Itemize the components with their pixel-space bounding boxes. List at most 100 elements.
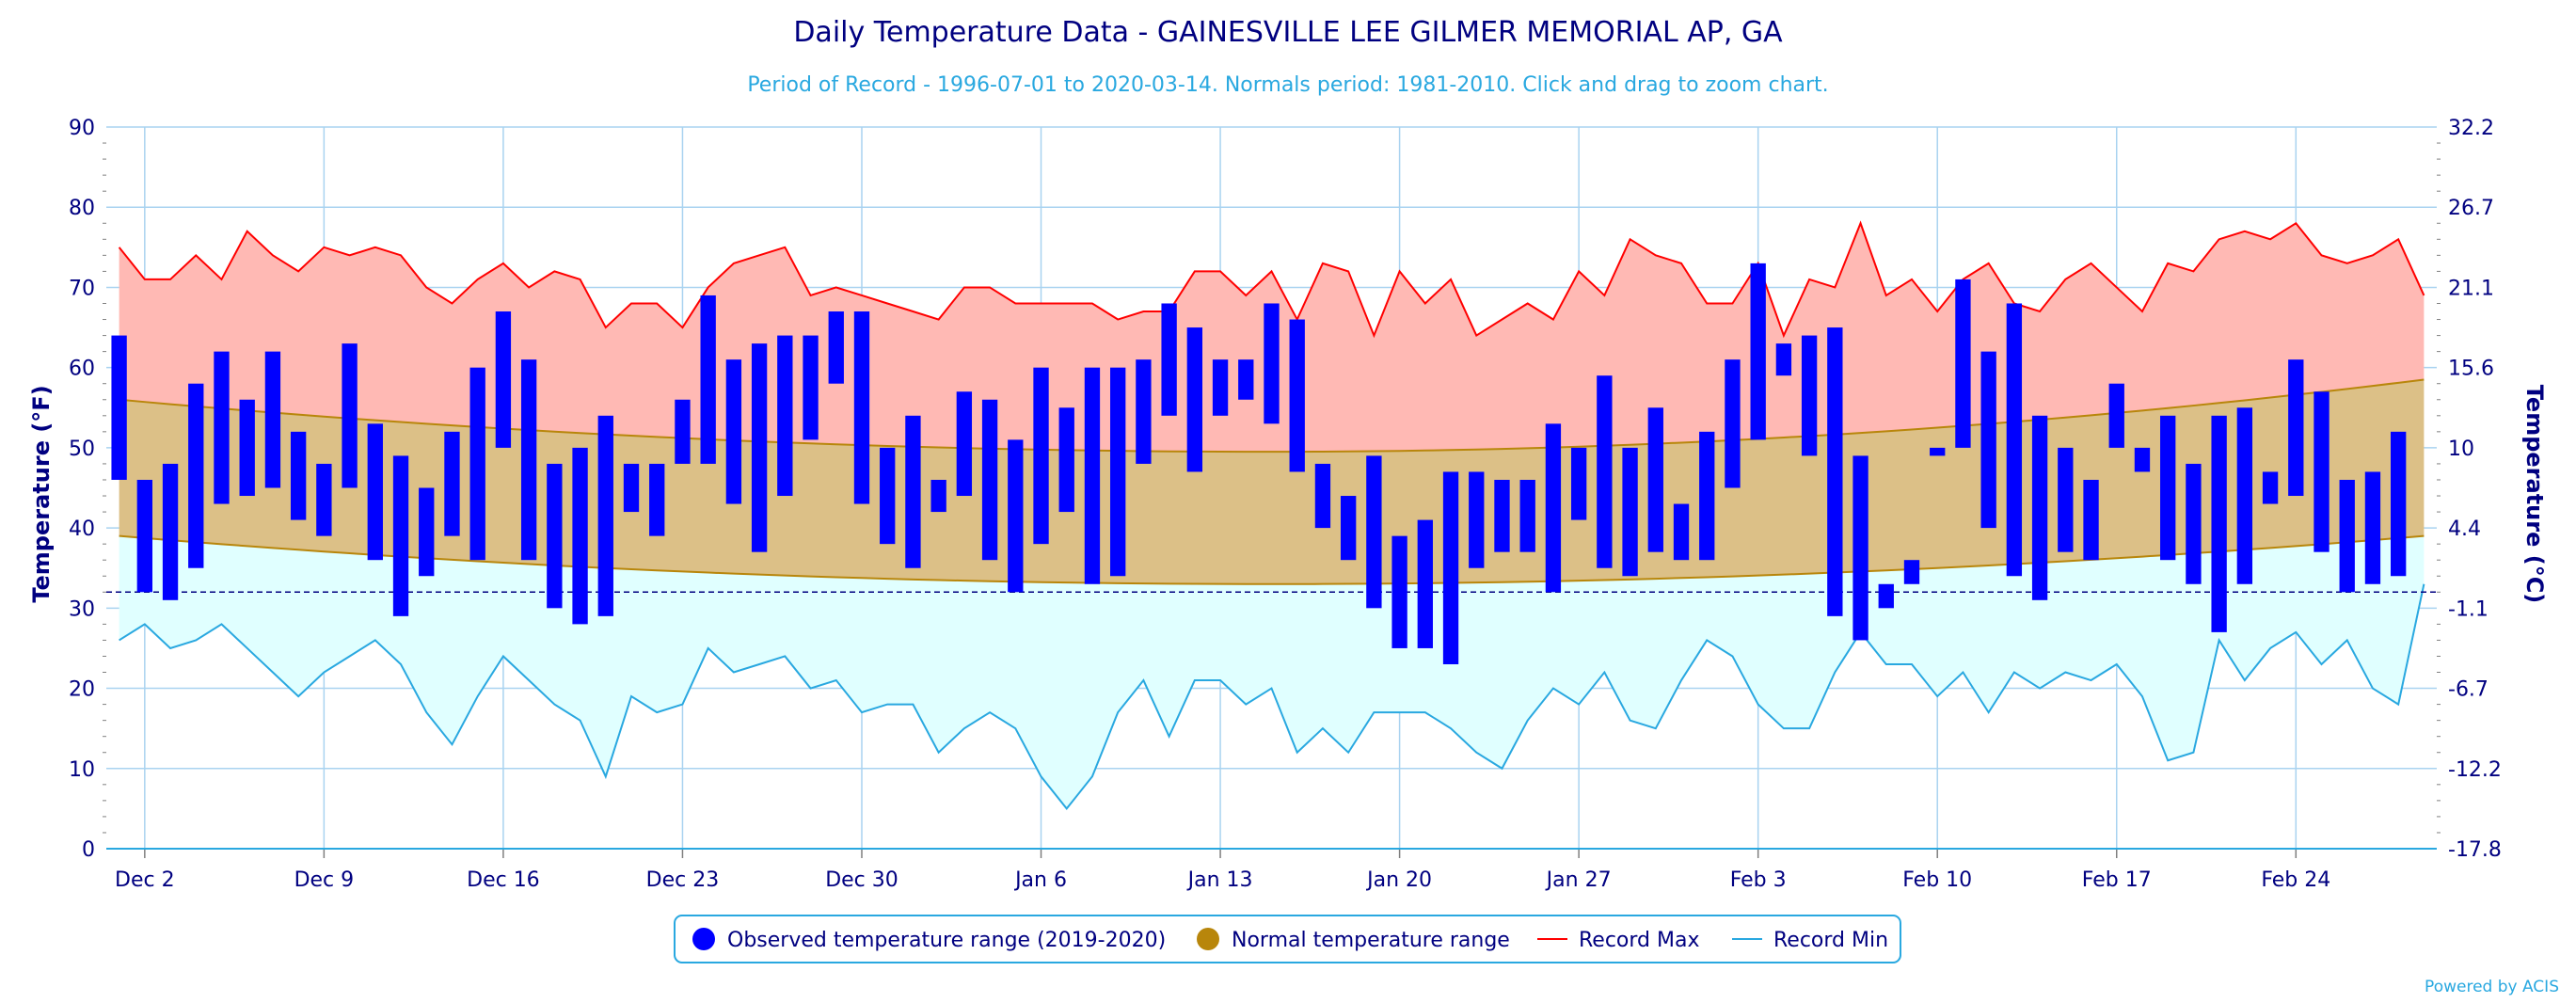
observed-bar[interactable] bbox=[2134, 447, 2151, 472]
observed-bar[interactable] bbox=[2083, 479, 2099, 561]
observed-bar[interactable] bbox=[803, 335, 819, 440]
observed-bar[interactable] bbox=[290, 431, 307, 520]
observed-bar[interactable] bbox=[1264, 303, 1280, 424]
observed-bar[interactable] bbox=[419, 487, 435, 577]
observed-bar[interactable] bbox=[1136, 359, 1152, 464]
observed-bar[interactable] bbox=[1725, 359, 1741, 488]
observed-bar[interactable] bbox=[1442, 471, 1459, 664]
observed-bar[interactable] bbox=[1570, 447, 1587, 520]
observed-bar[interactable] bbox=[520, 359, 537, 561]
observed-bar[interactable] bbox=[1212, 359, 1229, 416]
x-tick-label: Feb 3 bbox=[1730, 868, 1787, 892]
observed-bar[interactable] bbox=[1186, 327, 1203, 472]
observed-bar[interactable] bbox=[342, 343, 358, 488]
observed-bar[interactable] bbox=[111, 335, 127, 480]
legend-record-min-label: Record Min bbox=[1773, 929, 1888, 952]
observed-bar[interactable] bbox=[828, 311, 844, 384]
observed-bar[interactable] bbox=[239, 399, 255, 497]
observed-bar[interactable] bbox=[1110, 367, 1126, 577]
observed-bar[interactable] bbox=[1673, 503, 1690, 561]
observed-bar[interactable] bbox=[1930, 447, 1946, 456]
observed-bar[interactable] bbox=[1314, 463, 1331, 529]
observed-bar[interactable] bbox=[572, 447, 588, 625]
observed-bar[interactable] bbox=[981, 399, 998, 561]
observed-bar[interactable] bbox=[1699, 431, 1715, 561]
observed-bar[interactable] bbox=[1238, 359, 1254, 400]
legend-item-normal[interactable]: Normal temperature range bbox=[1197, 928, 1510, 952]
observed-bar[interactable] bbox=[700, 295, 716, 464]
observed-bar[interactable] bbox=[2236, 407, 2253, 584]
observed-bar[interactable] bbox=[1597, 375, 1613, 568]
observed-bar[interactable] bbox=[2006, 303, 2023, 577]
legend-item-record-min[interactable]: Record Min bbox=[1732, 929, 1888, 952]
observed-bar[interactable] bbox=[2186, 463, 2202, 584]
legend-item-record-max[interactable]: Record Max bbox=[1537, 929, 1700, 952]
observed-bar[interactable] bbox=[1289, 319, 1305, 472]
observed-bar[interactable] bbox=[1469, 471, 1485, 568]
observed-bar[interactable] bbox=[392, 455, 409, 616]
observed-bar[interactable] bbox=[2031, 415, 2048, 600]
observed-bar[interactable] bbox=[1903, 560, 1920, 584]
observed-bar[interactable] bbox=[1008, 439, 1024, 593]
observed-bar[interactable] bbox=[1750, 263, 1766, 440]
observed-bar[interactable] bbox=[162, 463, 179, 600]
observed-bar[interactable] bbox=[1084, 367, 1101, 584]
legend-item-observed[interactable]: Observed temperature range (2019-2020) bbox=[692, 928, 1166, 952]
observed-bar[interactable] bbox=[444, 431, 460, 536]
observed-bar[interactable] bbox=[1852, 455, 1868, 641]
observed-bar[interactable] bbox=[2108, 383, 2124, 448]
observed-bar[interactable] bbox=[905, 415, 921, 568]
y2-tick-label: 21.1 bbox=[2448, 277, 2494, 300]
observed-bar[interactable] bbox=[1161, 303, 1177, 416]
observed-bar[interactable] bbox=[880, 447, 896, 545]
observed-bar[interactable] bbox=[1340, 496, 1357, 561]
observed-bar[interactable] bbox=[1647, 407, 1663, 552]
observed-bar[interactable] bbox=[623, 463, 640, 513]
observed-bar[interactable] bbox=[136, 479, 152, 593]
observed-bar[interactable] bbox=[367, 423, 383, 561]
observed-bars[interactable] bbox=[111, 263, 2407, 664]
observed-bar[interactable] bbox=[675, 399, 691, 464]
observed-bar[interactable] bbox=[1391, 535, 1407, 648]
observed-bar[interactable] bbox=[495, 311, 512, 448]
observed-bar[interactable] bbox=[1545, 423, 1562, 593]
observed-bar[interactable] bbox=[1980, 351, 1996, 529]
observed-bar[interactable] bbox=[649, 463, 665, 536]
observed-bar[interactable] bbox=[1955, 279, 1971, 448]
observed-bar[interactable] bbox=[2160, 415, 2176, 561]
observed-bar[interactable] bbox=[1519, 479, 1535, 552]
observed-bar[interactable] bbox=[2288, 359, 2304, 497]
observed-bar[interactable] bbox=[1878, 583, 1894, 609]
observed-bar[interactable] bbox=[2262, 471, 2279, 504]
observed-bar[interactable] bbox=[2211, 415, 2227, 632]
observed-bar[interactable] bbox=[1622, 447, 1638, 577]
observed-bar[interactable] bbox=[725, 359, 742, 504]
observed-bar[interactable] bbox=[1827, 327, 1843, 616]
observed-bar[interactable] bbox=[597, 415, 613, 616]
observed-bar[interactable] bbox=[2058, 447, 2074, 552]
observed-bar[interactable] bbox=[264, 351, 281, 488]
observed-bar[interactable] bbox=[1801, 335, 1818, 456]
observed-bar[interactable] bbox=[1775, 343, 1792, 376]
observed-bar[interactable] bbox=[188, 383, 204, 568]
observed-bar[interactable] bbox=[751, 343, 768, 552]
observed-bar[interactable] bbox=[1366, 455, 1382, 609]
observed-bar[interactable] bbox=[547, 463, 563, 609]
observed-bar[interactable] bbox=[1417, 519, 1433, 648]
observed-bar[interactable] bbox=[956, 391, 973, 497]
observed-bar[interactable] bbox=[469, 367, 485, 561]
observed-bar[interactable] bbox=[853, 311, 870, 504]
observed-bar[interactable] bbox=[777, 335, 793, 497]
observed-bar[interactable] bbox=[930, 479, 946, 513]
observed-bar[interactable] bbox=[1058, 407, 1074, 513]
observed-bar[interactable] bbox=[2314, 391, 2330, 552]
observed-bar[interactable] bbox=[1033, 367, 1049, 545]
observed-bar[interactable] bbox=[316, 463, 332, 536]
observed-bar[interactable] bbox=[2391, 431, 2407, 577]
observed-bar[interactable] bbox=[2364, 471, 2381, 584]
observed-bar[interactable] bbox=[1494, 479, 1510, 552]
observed-bar[interactable] bbox=[2339, 479, 2355, 593]
observed-bar[interactable] bbox=[214, 351, 230, 504]
credits-link[interactable]: Powered by ACIS bbox=[2425, 978, 2559, 996]
